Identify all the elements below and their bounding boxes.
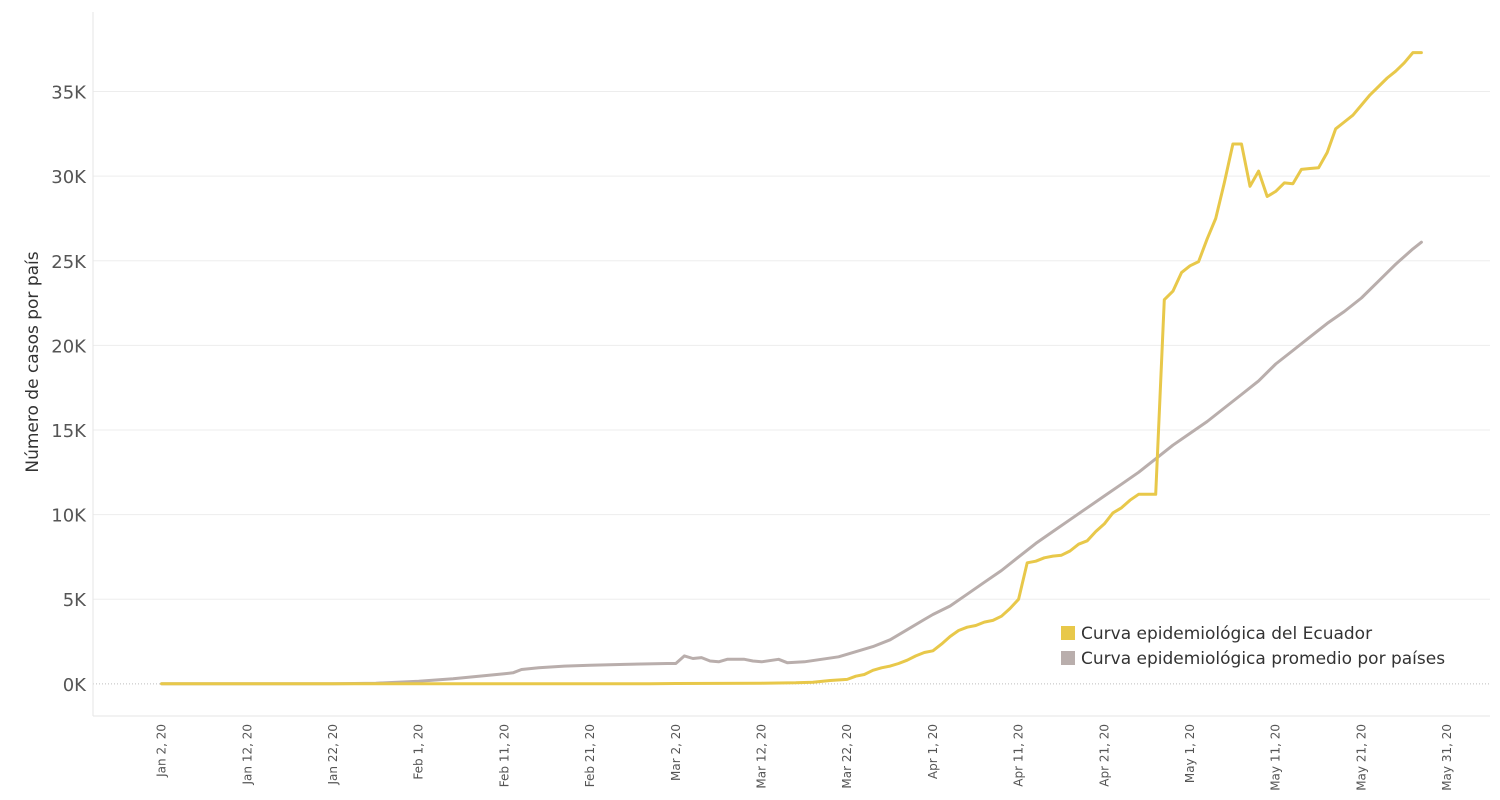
legend-label-0: Curva epidemiológica del Ecuador <box>1081 624 1372 644</box>
legend[interactable]: Curva epidemiológica del Ecuador Curva ep… <box>1061 624 1445 669</box>
y-tick-label: 35K <box>51 83 87 104</box>
x-tick-label: Apr 1, 20 <box>926 724 940 779</box>
x-tick-label: May 31, 20 <box>1440 724 1454 791</box>
y-tick-label: 20K <box>51 336 87 357</box>
y-tick-label: 15K <box>51 421 87 442</box>
y-tick-label: 10K <box>51 506 87 527</box>
x-tick-label: Apr 11, 20 <box>1012 724 1026 787</box>
x-tick-label: Jan 22, 20 <box>326 724 340 785</box>
series-line-1 <box>160 240 1423 686</box>
x-tick-label: Mar 12, 20 <box>755 724 769 789</box>
x-tick-label: Feb 1, 20 <box>412 724 426 780</box>
series-line-0 <box>160 51 1423 686</box>
x-tick-label: May 21, 20 <box>1354 724 1368 791</box>
x-tick-label: Feb 21, 20 <box>583 724 597 787</box>
x-tick-label: Mar 22, 20 <box>840 724 854 789</box>
x-tick-label: May 1, 20 <box>1183 724 1197 783</box>
x-tick-label: Feb 11, 20 <box>497 724 511 787</box>
x-tick-label: Mar 2, 20 <box>669 724 683 781</box>
x-tick-label: Jan 2, 20 <box>155 724 169 778</box>
series-lines <box>160 51 1423 686</box>
y-tick-label: 30K <box>51 167 87 188</box>
y-axis-title: Número de casos por país <box>23 251 43 472</box>
gridlines <box>93 91 1490 685</box>
x-tick-label: May 11, 20 <box>1269 724 1283 791</box>
y-tick-label: 5K <box>63 590 87 611</box>
legend-swatch-1 <box>1061 651 1075 665</box>
y-tick-label: 25K <box>51 252 87 273</box>
y-axis-ticks: 0K 5K 10K 15K 20K 25K 30K 35K <box>51 83 87 696</box>
x-tick-label: Jan 12, 20 <box>240 724 254 785</box>
x-axis-ticks: Jan 2, 20 Jan 12, 20 Jan 22, 20 Feb 1, 20 Fe… <box>155 724 1455 791</box>
legend-swatch-0 <box>1061 626 1075 640</box>
legend-label-1: Curva epidemiológica promedio por países <box>1081 649 1445 669</box>
y-tick-label: 0K <box>63 675 87 696</box>
x-tick-label: Apr 21, 20 <box>1097 724 1111 787</box>
